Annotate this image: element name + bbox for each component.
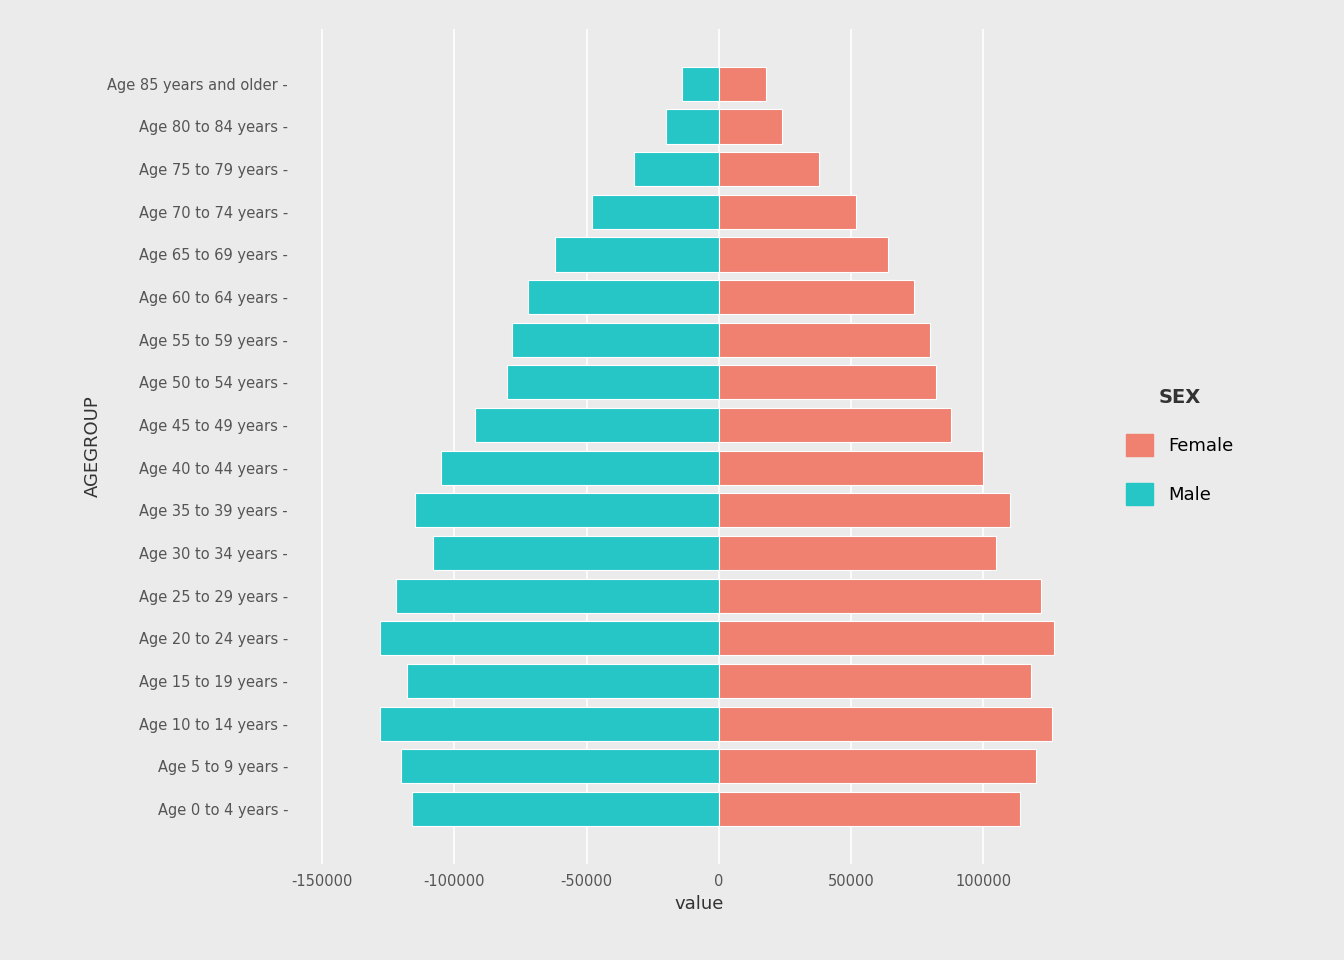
Bar (634, 152, 719, 186)
Bar (719, 792, 1020, 826)
Y-axis label: AGEGROUP: AGEGROUP (83, 396, 102, 497)
Bar (719, 408, 952, 443)
Bar (719, 579, 1042, 612)
Bar (413, 792, 719, 826)
Bar (719, 323, 930, 357)
Bar (719, 152, 820, 186)
Bar (407, 664, 719, 698)
Bar (528, 280, 719, 314)
Bar (402, 749, 719, 783)
Bar (380, 707, 719, 741)
Bar (507, 366, 719, 399)
Bar (719, 109, 782, 144)
Bar (719, 707, 1052, 741)
Bar (719, 237, 888, 272)
Bar (719, 450, 982, 485)
Bar (719, 621, 1055, 656)
Bar (476, 408, 719, 443)
Bar (719, 493, 1009, 527)
Bar (441, 450, 719, 485)
Bar (719, 195, 856, 228)
Bar (719, 749, 1036, 783)
Bar (719, 280, 914, 314)
Bar (719, 664, 1031, 698)
Bar (415, 493, 719, 527)
Legend: Female, Male: Female, Male (1120, 380, 1241, 513)
Bar (719, 536, 996, 570)
Bar (665, 109, 719, 144)
Bar (719, 366, 935, 399)
Bar (719, 67, 766, 101)
Bar (591, 195, 719, 228)
Bar (380, 621, 719, 656)
Bar (555, 237, 719, 272)
Bar (681, 67, 719, 101)
X-axis label: value: value (675, 895, 723, 913)
Bar (512, 323, 719, 357)
Bar (396, 579, 719, 612)
Bar (433, 536, 719, 570)
